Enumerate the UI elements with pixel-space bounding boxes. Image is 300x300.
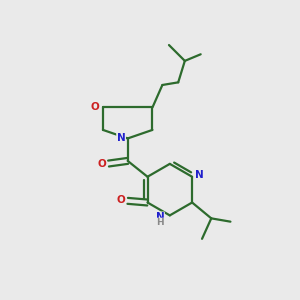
Text: H: H bbox=[156, 218, 164, 227]
Text: N: N bbox=[155, 212, 164, 222]
Text: O: O bbox=[117, 195, 125, 205]
Text: O: O bbox=[98, 159, 106, 169]
Text: N: N bbox=[117, 133, 125, 143]
Text: N: N bbox=[195, 170, 204, 180]
Text: O: O bbox=[91, 102, 100, 112]
